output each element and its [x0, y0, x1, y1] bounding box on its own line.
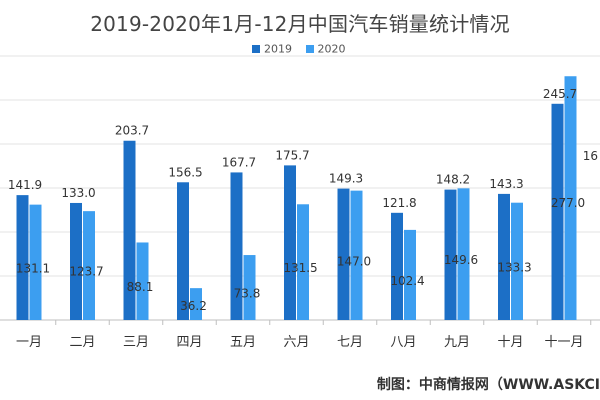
bar-2019	[177, 182, 189, 320]
data-label-2020: 131.1	[16, 261, 50, 275]
data-label-2020: 131.5	[283, 261, 317, 275]
x-tick-label: 六月	[283, 335, 309, 350]
data-label-2020: 149.6	[444, 253, 478, 267]
bar-2020	[83, 211, 95, 320]
x-tick-label: 十一月	[544, 335, 583, 350]
bar-2020	[564, 76, 577, 321]
x-tick-label: 三月	[123, 335, 149, 350]
bar-2020	[350, 190, 363, 320]
data-label-2019: 121.8	[382, 196, 416, 210]
source-note: 制图：中商情报网（WWW.ASKCI	[376, 377, 600, 393]
x-tick-label: 十月	[497, 335, 523, 350]
bar-2019	[230, 172, 243, 320]
data-label-2019: 167.7	[222, 155, 256, 169]
x-tick-label: 九月	[444, 335, 470, 350]
bar-2019	[284, 165, 296, 320]
bar-2019	[498, 193, 510, 320]
data-label-2019: 133.0	[61, 186, 95, 200]
data-label-2019: 148.2	[436, 173, 470, 187]
data-label-2019: 156.5	[168, 165, 202, 179]
x-tick-label: 四月	[176, 335, 202, 350]
data-label-2020: 102.4	[390, 274, 424, 288]
bar-2020	[404, 229, 416, 320]
legend-item-2020: 2020	[305, 42, 346, 56]
legend-swatch-2020	[305, 45, 314, 53]
data-label-2020: 123.7	[69, 265, 103, 279]
chart-title: 2019-2020年1月-12月中国汽车销量统计情况	[90, 12, 510, 36]
data-label-2019: 16	[583, 149, 598, 163]
legend: 2019 2020	[252, 42, 356, 56]
legend-label-2020: 2020	[317, 42, 346, 56]
data-label-2019: 245.7	[543, 87, 577, 101]
legend-swatch-2019	[252, 45, 260, 53]
data-label-2019: 141.9	[8, 178, 42, 192]
bar-2020	[136, 242, 149, 320]
bar-2019	[123, 140, 136, 320]
bar-2019	[391, 212, 403, 320]
data-label-2020: 147.0	[337, 254, 371, 268]
data-label-2020: 73.8	[234, 287, 261, 301]
data-label-2019: 149.3	[329, 172, 363, 186]
bar-2020	[297, 204, 309, 320]
data-label-2019: 143.3	[489, 177, 523, 191]
data-label-2020: 277.0	[551, 196, 585, 210]
bar-2019	[551, 103, 564, 320]
bar-2020	[243, 255, 256, 320]
x-tick-label: 二月	[69, 335, 95, 350]
legend-item-2019: 2019	[252, 42, 292, 56]
bar-2020	[457, 188, 470, 320]
bar-2020	[29, 204, 42, 320]
data-label-2019: 203.7	[115, 124, 149, 138]
bar-2019	[444, 189, 457, 320]
data-label-2020: 36.2	[180, 299, 207, 313]
data-label-2020: 88.1	[127, 280, 154, 294]
data-label-2019: 175.7	[275, 148, 309, 162]
bar-2019	[16, 195, 29, 320]
x-tick-label: 七月	[337, 335, 363, 350]
legend-label-2019: 2019	[264, 42, 292, 56]
bar-2020	[511, 202, 523, 320]
x-tick-label: 五月	[230, 335, 256, 350]
bar-2020	[190, 288, 202, 320]
x-tick-label: 八月	[390, 335, 416, 350]
data-label-2020: 133.3	[497, 260, 531, 274]
bar-2019	[337, 188, 350, 320]
bar-2019	[70, 202, 82, 320]
x-tick-label: 一月	[16, 335, 42, 350]
